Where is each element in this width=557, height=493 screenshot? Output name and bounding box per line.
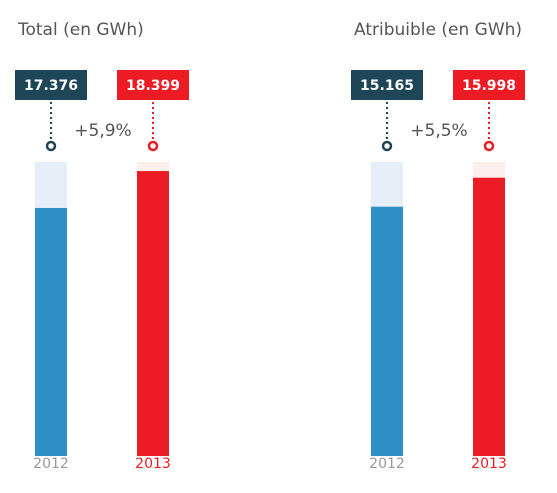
change-label: +5,9% [74, 121, 131, 141]
connector-dot [45, 140, 57, 152]
change-label: +5,5% [410, 121, 467, 141]
value-box [351, 70, 423, 100]
connector-dot [147, 140, 159, 152]
bar [371, 206, 403, 456]
value-label: 18.399 [126, 78, 180, 94]
value-box [15, 70, 87, 100]
bar [473, 177, 505, 457]
x-tick-label: 2013 [135, 456, 171, 472]
x-tick-label: 2012 [369, 456, 405, 472]
x-tick-label: 2013 [471, 456, 507, 472]
chart-title: Total (en GWh) [17, 20, 144, 40]
value-label: 17.376 [24, 78, 78, 94]
connector-dot [381, 140, 393, 152]
connector-dot [483, 140, 495, 152]
x-tick-label: 2012 [33, 456, 69, 472]
bar [137, 171, 169, 456]
chart-title: Atribuible (en GWh) [354, 20, 522, 40]
value-label: 15.165 [360, 78, 414, 94]
bar [35, 207, 67, 456]
value-box [117, 70, 189, 100]
value-label: 15.998 [462, 78, 516, 94]
value-box [453, 70, 525, 100]
